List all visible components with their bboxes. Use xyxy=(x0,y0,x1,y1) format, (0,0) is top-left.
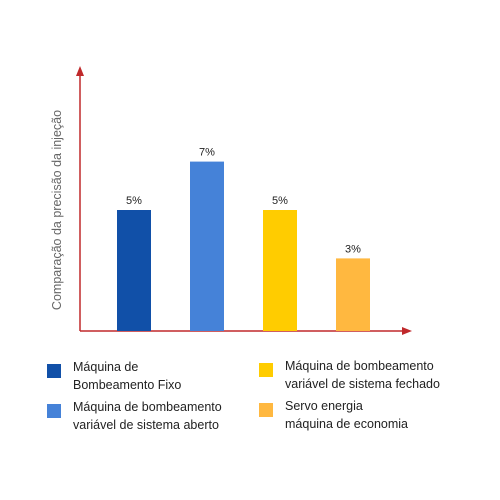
legend-swatch-2 xyxy=(47,404,61,418)
bar-1 xyxy=(117,210,151,331)
legend-swatch-1 xyxy=(47,364,61,378)
bars-group xyxy=(117,161,370,331)
legend-label-2: Máquina de bombeamento variável de siste… xyxy=(73,400,222,432)
legend-item-3: Máquina de bombeamento variável de siste… xyxy=(259,357,440,393)
data-label-3: 5% xyxy=(272,195,288,207)
x-axis-arrow-icon xyxy=(402,327,412,335)
data-label-2: 7% xyxy=(199,147,215,159)
legend-swatch-4 xyxy=(259,403,273,417)
legend-item-4: Servo energia máquina de economia xyxy=(259,397,408,433)
legend-label-1: Máquina de Bombeamento Fixo xyxy=(73,360,182,392)
legend-label-3: Máquina de bombeamento variável de siste… xyxy=(285,359,440,391)
data-labels-group: 5% 7% 5% 3% xyxy=(126,147,361,256)
bar-4 xyxy=(336,258,370,331)
data-label-1: 5% xyxy=(126,195,142,207)
legend-item-2: Máquina de bombeamento variável de siste… xyxy=(47,398,222,434)
data-label-4: 3% xyxy=(345,243,361,255)
y-axis-arrow-icon xyxy=(76,66,84,76)
bar-2 xyxy=(190,161,224,331)
legend-item-1: Máquina de Bombeamento Fixo xyxy=(47,358,181,394)
legend-label-4: Servo energia máquina de economia xyxy=(285,399,408,431)
bar-3 xyxy=(263,210,297,331)
legend-swatch-3 xyxy=(259,363,273,377)
y-axis-title: Comparação da precisão da injeção xyxy=(50,110,64,310)
